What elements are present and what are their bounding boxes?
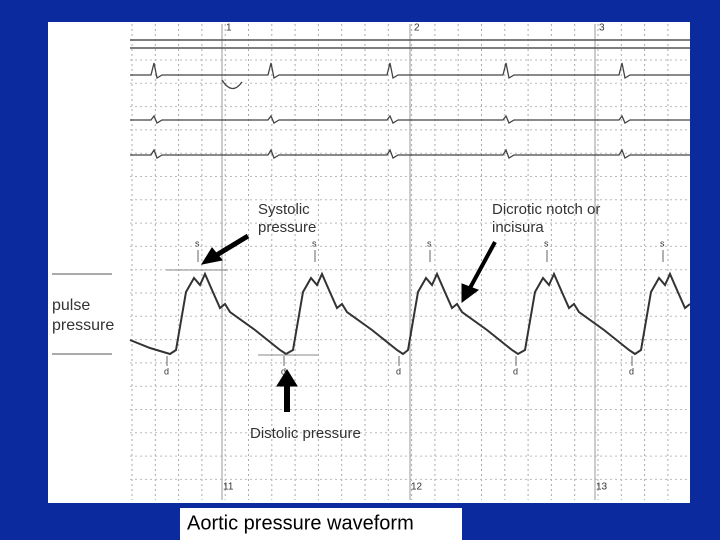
arrow-head bbox=[276, 369, 298, 387]
caption: Aortic pressure waveform bbox=[187, 512, 414, 534]
ecg-trace bbox=[130, 62, 690, 80]
s-mark: s bbox=[312, 238, 317, 248]
s-mark: s bbox=[660, 238, 665, 248]
arrow-shaft bbox=[213, 233, 250, 259]
figure-area bbox=[48, 22, 690, 503]
d-mark: d bbox=[629, 366, 634, 376]
ecg-trace bbox=[130, 148, 690, 159]
annotation: pulse bbox=[52, 297, 90, 314]
d-mark: d bbox=[513, 366, 518, 376]
d-mark: d bbox=[281, 366, 286, 376]
marker-label: 2 bbox=[414, 23, 420, 34]
arrow-head bbox=[200, 247, 223, 265]
annotation: Dicrotic notch or bbox=[492, 201, 600, 218]
marker-label: 3 bbox=[599, 23, 605, 34]
arrow-head bbox=[461, 283, 480, 303]
d-mark: d bbox=[164, 366, 169, 376]
marker-label: 1 bbox=[226, 23, 232, 34]
ecg-wave bbox=[221, 79, 243, 90]
annotation: Distolic pressure bbox=[250, 425, 361, 442]
d-mark: d bbox=[396, 366, 401, 376]
arrows bbox=[200, 233, 497, 412]
marker-label: 11 bbox=[223, 482, 234, 493]
annotation: pressure bbox=[52, 317, 114, 334]
caption-box bbox=[180, 508, 462, 540]
s-mark: s bbox=[195, 238, 200, 248]
marker-label: 12 bbox=[411, 482, 423, 493]
arrow-shaft bbox=[468, 241, 497, 289]
traces bbox=[129, 62, 691, 356]
marker-label: 13 bbox=[596, 482, 608, 493]
s-mark: s bbox=[544, 238, 549, 248]
pressure-waveform bbox=[129, 271, 691, 356]
annotation: pressure bbox=[258, 219, 316, 236]
grid bbox=[130, 24, 690, 500]
s-mark: s bbox=[427, 238, 432, 248]
ecg-trace bbox=[130, 114, 690, 124]
annotation: incisura bbox=[492, 219, 544, 236]
annotation: Systolic bbox=[258, 201, 310, 218]
